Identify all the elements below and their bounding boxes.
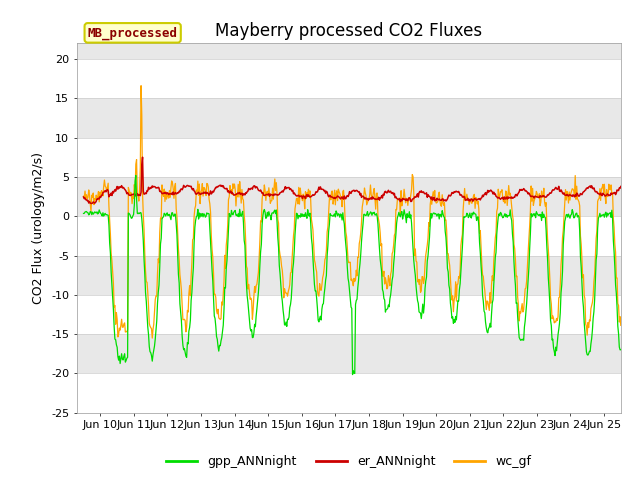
Bar xyxy=(77,138,621,177)
Legend: gpp_ANNnight, er_ANNnight, wc_gf: gpp_ANNnight, er_ANNnight, wc_gf xyxy=(161,450,536,473)
Bar xyxy=(77,177,621,216)
Title: Mayberry processed CO2 Fluxes: Mayberry processed CO2 Fluxes xyxy=(215,22,483,40)
Bar xyxy=(77,216,621,255)
Text: MB_processed: MB_processed xyxy=(88,26,178,39)
Bar xyxy=(77,373,621,413)
Bar xyxy=(77,295,621,334)
Bar xyxy=(77,59,621,98)
Y-axis label: CO2 Flux (urology/m2/s): CO2 Flux (urology/m2/s) xyxy=(33,152,45,304)
Bar xyxy=(77,20,621,59)
Bar xyxy=(77,255,621,295)
Bar xyxy=(77,334,621,373)
Bar xyxy=(77,98,621,138)
